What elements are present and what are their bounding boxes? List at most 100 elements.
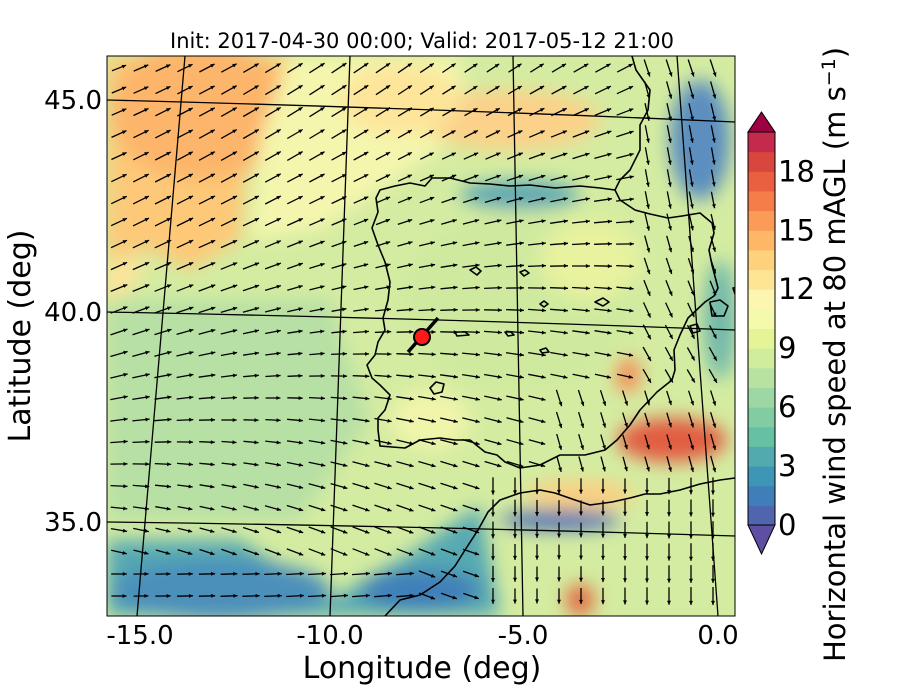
wind-arrow-head — [232, 262, 238, 267]
wind-arrow-head — [646, 248, 651, 253]
wind-arrow-head — [623, 578, 627, 583]
wind-arrow-head — [123, 395, 128, 399]
wind-arrow-head — [517, 108, 523, 112]
wind-arrow-head — [539, 108, 545, 112]
balearic-island-ibiza — [689, 323, 701, 334]
wind-arrow-head — [607, 264, 612, 269]
wind-arrow-head — [453, 463, 458, 468]
wind-arrow-head — [387, 441, 392, 445]
colorbar-segment — [748, 230, 775, 251]
wind-arrow-head — [298, 329, 303, 334]
wind-arrow-head — [122, 218, 127, 222]
wind-arrow-head — [188, 572, 193, 576]
wind-arrow-head — [298, 151, 303, 156]
wind-arrow-head — [145, 439, 150, 444]
wind-arrow-head — [690, 94, 695, 99]
wind-arrow-head — [607, 130, 612, 135]
wind-arrow-head — [452, 196, 457, 201]
wind-arrow-head — [255, 593, 260, 598]
wind-arrow-head — [690, 225, 694, 231]
wind-arrow-head — [711, 600, 715, 605]
wind-arrow-head — [579, 511, 583, 516]
colorbar-segment — [748, 367, 775, 388]
wind-arrow-head — [429, 174, 434, 179]
wind-arrow-head — [585, 197, 590, 202]
wind-arrow-head — [585, 175, 590, 179]
wind-arrow-head — [407, 196, 412, 201]
wind-arrow-head — [123, 328, 128, 333]
wind-arrow-head — [711, 512, 715, 517]
wind-arrow-head — [144, 284, 150, 288]
wind-arrow-head — [166, 174, 171, 178]
wind-arrow-head — [473, 130, 478, 135]
wind-arrow-head — [189, 395, 194, 400]
wind-arrow-head — [645, 182, 650, 187]
wind-arrow-head — [517, 63, 522, 68]
wind-arrow-head — [491, 512, 495, 517]
colorbar-segment — [748, 210, 775, 231]
wind-arrow-head — [320, 529, 326, 534]
wind-arrow-head — [276, 173, 281, 178]
wind-arrow-head — [628, 374, 633, 379]
wind-arrow-head — [629, 130, 634, 135]
wind-arrow-head — [166, 218, 171, 222]
wind-arrow-head — [513, 599, 517, 604]
wind-arrow-head — [320, 285, 325, 289]
wind-arrow-head — [496, 463, 502, 468]
wind-arrow-head — [629, 264, 634, 269]
wind-arrow-head — [298, 485, 304, 489]
wind-arrow-head — [606, 108, 612, 112]
wind-arrow-head — [453, 441, 458, 446]
wind-arrow-head — [623, 489, 627, 494]
wind-arrow-head — [210, 462, 215, 467]
wind-arrow-head — [624, 401, 628, 406]
wind-arrow-head — [387, 418, 392, 423]
wind-arrow-head — [513, 577, 517, 582]
wind-arrow-head — [628, 63, 633, 68]
wind-arrow-head — [145, 350, 150, 355]
wind-arrow-head — [342, 552, 348, 556]
wind-arrow-head — [167, 373, 172, 377]
wind-arrow-head — [628, 352, 634, 357]
wind-arrow-head — [690, 334, 695, 339]
wind-arrow-head — [602, 401, 607, 406]
x-axis-label: Longitude (deg) — [303, 651, 542, 686]
wind-arrow-head — [645, 600, 649, 605]
wind-arrow-head — [387, 593, 392, 598]
colorbar-segment — [748, 387, 775, 408]
wind-arrow-head — [321, 593, 326, 598]
wind-arrow-head — [254, 484, 259, 489]
wind-arrow-head — [689, 512, 693, 517]
wind-arrow-head — [491, 534, 495, 539]
colorbar-segment — [748, 446, 775, 467]
wind-arrow-head — [491, 578, 495, 583]
wind-arrow-head — [320, 418, 326, 423]
wind-arrow-head — [320, 329, 325, 334]
wind-arrow-head — [607, 308, 612, 313]
wind-arrow-head — [475, 463, 480, 468]
wind-arrow-head — [491, 556, 495, 561]
wind-arrow-head — [342, 307, 347, 312]
wind-arrow-head — [601, 578, 605, 583]
colorbar-segment — [748, 505, 775, 526]
wind-arrow-head — [539, 63, 544, 68]
wind-arrow-head — [276, 307, 281, 311]
wind-arrow-head — [122, 196, 127, 200]
wind-arrow-head — [385, 196, 391, 201]
wind-arrow-head — [629, 219, 634, 224]
y-tick-labels: 35.0 40.0 45.0 — [44, 86, 102, 538]
wind-arrow-head — [689, 600, 693, 605]
wind-arrow-head — [363, 107, 369, 112]
wind-arrow-head — [712, 225, 716, 230]
wind-arrow-head — [232, 551, 237, 556]
wind-arrow-head — [211, 593, 216, 598]
wind-arrow-head — [518, 174, 524, 179]
wind-arrow-head — [276, 418, 281, 423]
wind-arrow-head — [341, 218, 347, 223]
wind-arrow-head — [690, 204, 694, 209]
wind-arrow-head — [165, 64, 171, 69]
wind-arrow-head — [210, 218, 216, 222]
wind-arrow-head — [298, 373, 303, 378]
wind-vectors — [110, 59, 718, 605]
wind-arrow-head — [541, 197, 546, 201]
